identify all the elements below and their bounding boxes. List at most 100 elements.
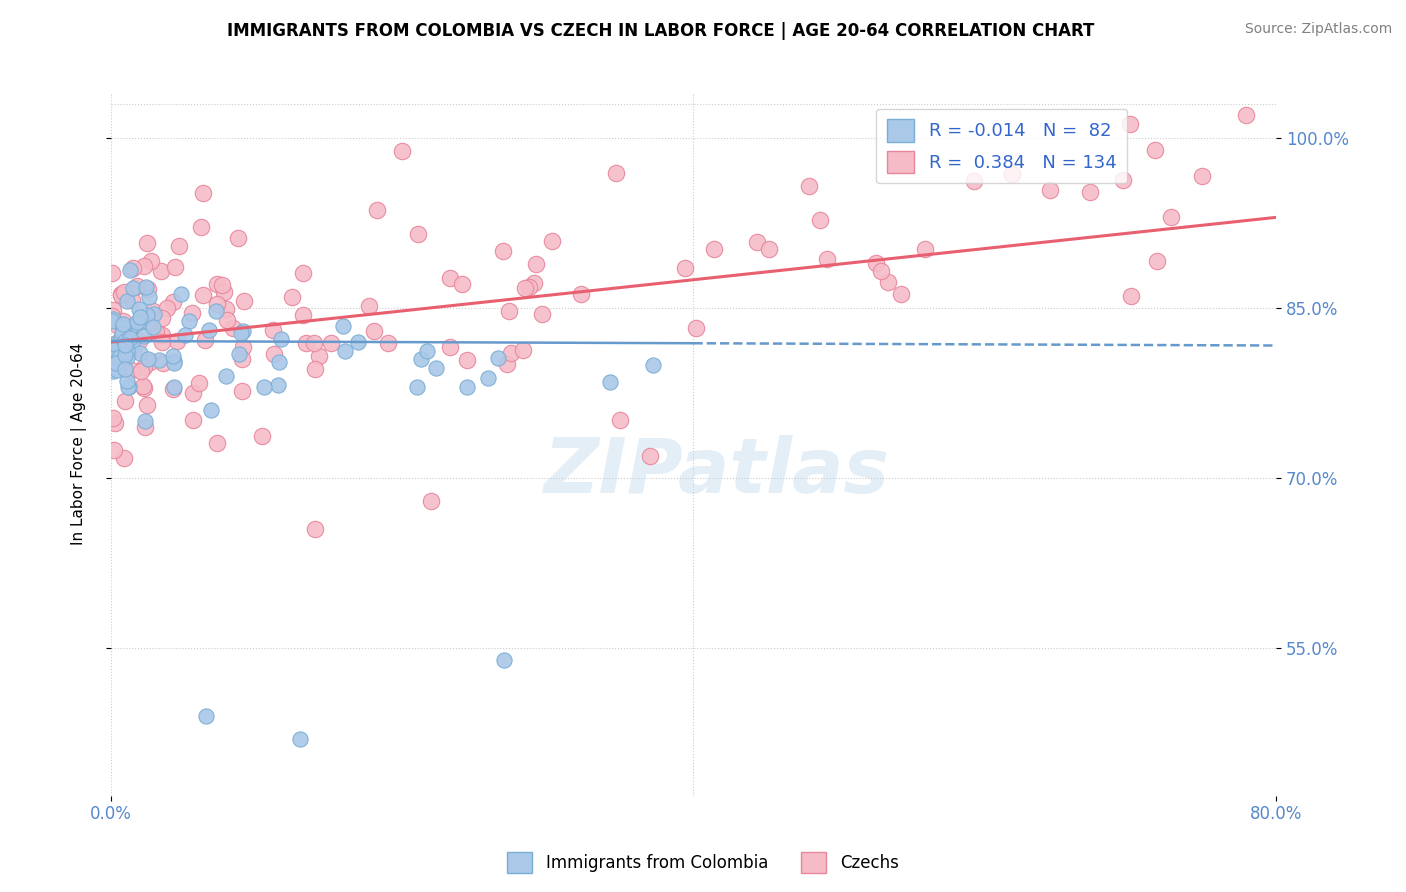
Point (685, 321, 707, 335)
Point (118, 380, 141, 394)
Point (1144, 143, 1167, 157)
Point (121, 293, 143, 307)
Point (111, 333, 134, 347)
Point (205, 435, 228, 450)
Point (486, 351, 509, 366)
Point (170, 286, 193, 301)
Point (304, 522, 326, 536)
Point (194, 709, 217, 723)
Point (145, 325, 167, 339)
Point (101, 310, 124, 324)
Point (456, 380, 478, 394)
Point (191, 186, 214, 200)
Point (524, 257, 547, 271)
Point (963, 174, 986, 188)
Point (138, 316, 160, 330)
Point (1160, 210, 1182, 224)
Point (121, 337, 143, 351)
Point (139, 355, 162, 369)
Point (108, 342, 131, 356)
Point (366, 202, 388, 217)
Point (416, 344, 439, 359)
Point (131, 378, 153, 392)
Point (181, 305, 204, 319)
Point (135, 279, 157, 293)
Point (190, 219, 212, 234)
Point (105, 335, 128, 350)
Point (347, 334, 370, 349)
Point (120, 363, 142, 377)
Point (128, 334, 150, 349)
Point (599, 375, 621, 389)
Point (156, 301, 179, 316)
Point (112, 450, 135, 465)
Point (1234, 108, 1257, 122)
Point (409, 351, 432, 366)
Point (673, 261, 696, 276)
Point (1078, 185, 1101, 199)
Point (517, 280, 540, 294)
Point (149, 264, 172, 278)
Point (101, 311, 124, 326)
Point (117, 380, 139, 394)
Point (134, 420, 156, 434)
Point (523, 276, 546, 290)
Point (531, 307, 554, 321)
Point (108, 350, 131, 364)
Point (101, 314, 124, 328)
Point (112, 354, 135, 368)
Point (292, 266, 315, 280)
Point (211, 278, 233, 293)
Point (605, 166, 627, 180)
Point (250, 429, 273, 443)
Point (167, 239, 190, 253)
Point (477, 370, 499, 384)
Point (609, 413, 631, 427)
Point (191, 288, 214, 302)
Point (439, 271, 461, 285)
Text: Source: ZipAtlas.com: Source: ZipAtlas.com (1244, 22, 1392, 37)
Point (112, 322, 135, 336)
Point (1146, 253, 1168, 268)
Point (163, 260, 186, 274)
Point (162, 294, 184, 309)
Point (105, 356, 128, 370)
Point (136, 308, 159, 322)
Point (104, 337, 127, 351)
Point (281, 290, 304, 304)
Point (425, 361, 447, 376)
Point (120, 331, 142, 345)
Point (357, 299, 380, 313)
Point (492, 244, 515, 258)
Point (150, 328, 173, 343)
Point (262, 323, 284, 337)
Point (456, 353, 478, 368)
Point (745, 235, 768, 250)
Point (263, 346, 285, 360)
Point (515, 281, 537, 295)
Point (512, 343, 534, 358)
Point (114, 362, 136, 376)
Point (406, 380, 429, 394)
Point (122, 260, 145, 275)
Point (129, 364, 152, 378)
Point (152, 356, 174, 370)
Point (290, 732, 312, 747)
Point (1001, 167, 1024, 181)
Point (226, 230, 249, 244)
Point (228, 346, 250, 360)
Point (163, 380, 186, 394)
Point (114, 347, 136, 361)
Point (215, 301, 238, 316)
Point (266, 377, 288, 392)
Point (302, 336, 325, 351)
Point (1191, 169, 1213, 183)
Point (377, 336, 399, 351)
Point (105, 344, 128, 359)
Point (163, 354, 186, 368)
Point (114, 337, 136, 351)
Legend: Immigrants from Colombia, Czechs: Immigrants from Colombia, Czechs (501, 846, 905, 880)
Point (758, 242, 780, 256)
Point (108, 341, 131, 355)
Point (232, 324, 254, 338)
